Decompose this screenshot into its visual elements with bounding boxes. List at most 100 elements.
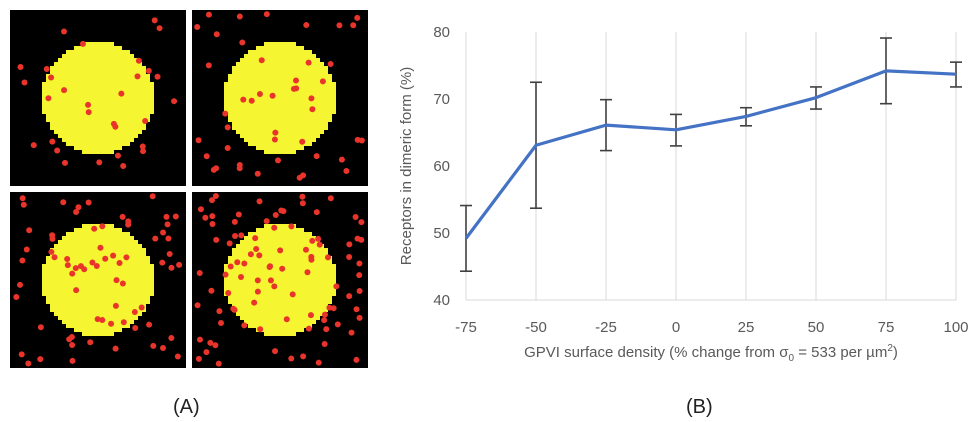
line-chart: 40 50 60 70 80 -75 -50 -25 0 25 50 75 100 Receptors… — [398, 24, 969, 364]
receptor-dot — [19, 195, 26, 202]
receptor-dot — [48, 248, 55, 255]
simulation-image — [13, 193, 183, 367]
x-tick-label: -25 — [595, 319, 617, 336]
receptor-dot — [256, 91, 263, 98]
receptor-dot — [272, 211, 279, 218]
receptor-dot — [321, 341, 328, 348]
receptor-dot — [254, 170, 261, 177]
receptor-dot — [145, 67, 152, 74]
receptor-dot — [236, 13, 243, 20]
receptor-dot — [231, 218, 238, 225]
receptor-dot — [164, 221, 171, 228]
receptor-dot — [303, 22, 310, 29]
receptor-dot — [207, 339, 214, 346]
receptor-dot — [288, 223, 295, 230]
receptor-dot — [323, 326, 330, 333]
receptor-dot — [168, 334, 175, 341]
x-tick-labels: -75 -50 -25 0 25 50 75 100 — [455, 319, 968, 336]
x-tick-label: 25 — [738, 319, 755, 336]
x-axis-label-part-2: = 533 per µm — [794, 344, 887, 361]
receptor-dot — [226, 240, 233, 247]
receptor-dot — [213, 31, 220, 38]
receptor-dot — [258, 57, 265, 64]
receptor-dot — [17, 281, 24, 288]
receptor-dot — [152, 235, 159, 242]
receptor-dot — [252, 235, 259, 242]
receptor-dot — [239, 39, 246, 46]
receptor-dot — [138, 304, 145, 311]
receptor-dot — [212, 193, 219, 200]
receptor-dot — [346, 293, 353, 300]
receptor-dot — [334, 321, 341, 328]
receptor-dot — [315, 235, 322, 242]
x-tick-label: -50 — [525, 319, 547, 336]
receptor-dot — [358, 219, 365, 226]
receptor-dot — [327, 61, 334, 68]
receptor-dot — [240, 96, 247, 103]
receptor-dot — [224, 144, 231, 151]
receptor-dot — [232, 232, 239, 239]
receptor-dot — [93, 262, 100, 269]
receptor-dot — [247, 251, 254, 258]
receptor-dot — [174, 353, 181, 360]
receptor-dot — [271, 136, 278, 143]
receptor-dot — [120, 162, 127, 169]
tile-top-right — [192, 10, 368, 186]
receptor-dot — [85, 109, 92, 116]
receptor-dot — [205, 62, 212, 69]
receptor-dot — [13, 293, 20, 300]
receptor-dot — [313, 153, 320, 160]
receptor-dot — [196, 336, 203, 343]
yellow-disc — [224, 224, 336, 336]
receptor-dot — [348, 329, 355, 336]
receptor-dot — [132, 324, 139, 331]
receptor-dot — [279, 265, 286, 272]
receptor-dot — [254, 277, 261, 284]
receptor-dot — [45, 95, 52, 102]
receptor-dot — [112, 123, 119, 130]
x-axis-label: GPVI surface density (% change from σ0 =… — [524, 343, 898, 364]
panel-label-b: (B) — [686, 396, 713, 418]
receptor-dot — [224, 124, 231, 131]
receptor-dot — [119, 280, 126, 287]
receptor-dot — [118, 90, 125, 97]
receptor-dot — [97, 244, 104, 251]
receptor-dot — [299, 193, 306, 200]
receptor-dot — [336, 22, 343, 29]
receptor-dot — [327, 195, 334, 202]
receptor-dot — [108, 320, 115, 327]
receptor-dot — [230, 305, 237, 312]
receptor-dot — [354, 14, 361, 21]
y-axis-label: Receptors in dimeric form (%) — [398, 67, 415, 265]
x-tick-label: -75 — [455, 319, 477, 336]
receptor-dot — [308, 253, 315, 260]
receptor-dot — [102, 255, 109, 262]
receptor-dot — [256, 198, 263, 205]
receptor-dot — [272, 129, 279, 136]
receptor-dot — [222, 110, 229, 117]
receptor-dot — [119, 213, 126, 220]
series-line — [464, 69, 957, 240]
receptor-dot — [18, 351, 25, 358]
receptor-dot — [343, 168, 350, 175]
receptor-dot — [75, 204, 82, 211]
receptor-dot — [235, 211, 242, 218]
receptor-dot — [346, 241, 353, 248]
receptor-dot — [195, 355, 202, 362]
receptor-dot — [73, 287, 80, 294]
receptor-dot — [195, 137, 202, 144]
receptor-dot — [168, 264, 175, 271]
y-tick-label: 40 — [433, 292, 450, 309]
receptor-dots — [194, 11, 365, 181]
receptor-dots — [17, 17, 178, 169]
receptor-dot — [172, 213, 179, 220]
error-bars — [460, 37, 962, 272]
receptor-dot — [112, 302, 119, 309]
receptor-dot — [60, 199, 67, 206]
receptor-dot — [256, 252, 263, 259]
receptor-dot — [160, 229, 167, 236]
x-tick-label: 0 — [672, 319, 680, 336]
receptor-dot — [302, 246, 309, 253]
receptor-dot — [85, 199, 92, 206]
receptor-dot — [26, 227, 33, 234]
